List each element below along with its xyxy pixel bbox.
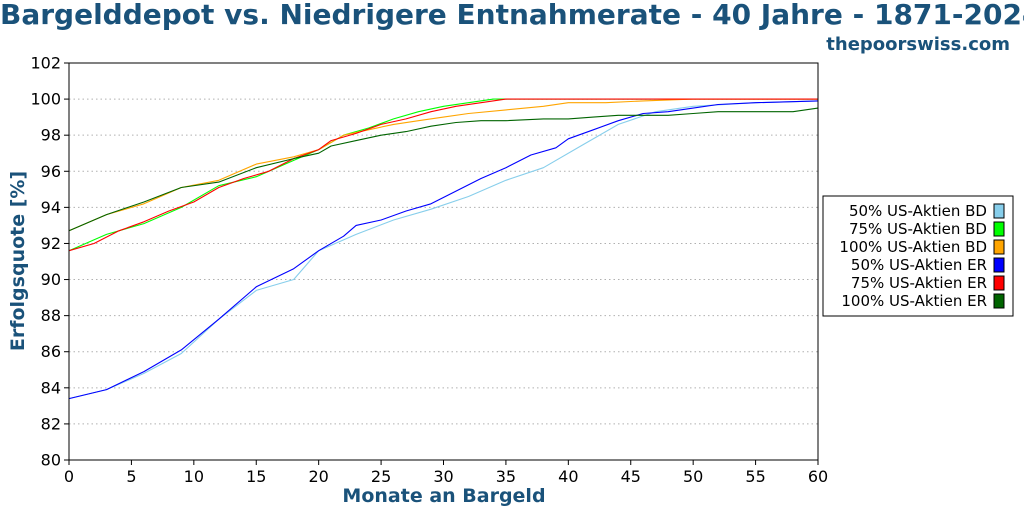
x-tick-label: 30: [433, 467, 453, 486]
x-tick-label: 20: [308, 467, 328, 486]
y-tick-label: 84: [41, 378, 61, 397]
legend-label: 100% US-Aktien ER: [841, 292, 987, 310]
x-tick-label: 25: [371, 467, 391, 486]
y-tick-label: 100: [30, 90, 61, 109]
x-tick-label: 15: [246, 467, 266, 486]
y-tick-label: 92: [41, 234, 61, 253]
x-tick-label: 0: [64, 467, 74, 486]
x-tick-label: 45: [621, 467, 641, 486]
grid-lines: [69, 98, 818, 425]
legend-label: 100% US-Aktien BD: [839, 238, 987, 256]
y-tick-label: 82: [41, 414, 61, 433]
legend-label: 50% US-Aktien ER: [851, 256, 987, 274]
series-line-1: [68, 100, 819, 400]
x-tick-label: 55: [745, 467, 765, 486]
series-line-6: [68, 107, 819, 232]
x-tick-label: 40: [558, 467, 578, 486]
legend-swatch: [993, 275, 1005, 291]
legend-box: [822, 195, 1014, 317]
y-tick-label: 90: [41, 270, 61, 289]
series-line-5: [68, 98, 818, 252]
legend-swatch: [993, 239, 1005, 255]
y-tick-label: 102: [30, 54, 61, 73]
legend-swatch: [993, 257, 1005, 273]
y-tick-label: 98: [41, 126, 61, 145]
legend-label: 75% US-Aktien ER: [851, 274, 987, 292]
legend-swatch: [993, 293, 1005, 309]
y-tick-label: 80: [41, 451, 61, 470]
y-tick-label: 94: [41, 198, 61, 217]
series-line-3: [68, 98, 818, 232]
y-tick-label: 86: [41, 342, 61, 361]
brand-label: thepoorswiss.com: [826, 34, 1010, 55]
legend-label: 75% US-Aktien BD: [849, 220, 987, 238]
x-tick-label: 50: [683, 467, 703, 486]
legend-swatch: [993, 203, 1005, 219]
chart-title: Bargelddepot vs. Niedrigere Entnahmerate…: [0, 0, 1024, 31]
x-tick-label: 5: [126, 467, 136, 486]
series-group: [68, 98, 819, 400]
y-tick-label: 96: [41, 162, 61, 181]
legend-swatch: [993, 221, 1005, 237]
axis-ticks: 80 82 84 86 88 90 92 94 96 98 100 102 0 5 10 15 20 25 30 35…: [30, 54, 828, 487]
x-tick-label: 35: [496, 467, 516, 486]
series-line-4: [68, 100, 819, 400]
y-axis-label: Erfolgsquote [%]: [7, 171, 29, 351]
legend-label: 50% US-Aktien BD: [849, 202, 987, 220]
x-axis-label: Monate an Bargeld: [342, 485, 545, 507]
y-tick-label: 88: [41, 306, 61, 325]
x-tick-label: 60: [808, 467, 828, 486]
x-tick-label: 10: [184, 467, 204, 486]
plot-frame: [68, 62, 819, 461]
series-line-2: [68, 98, 818, 252]
